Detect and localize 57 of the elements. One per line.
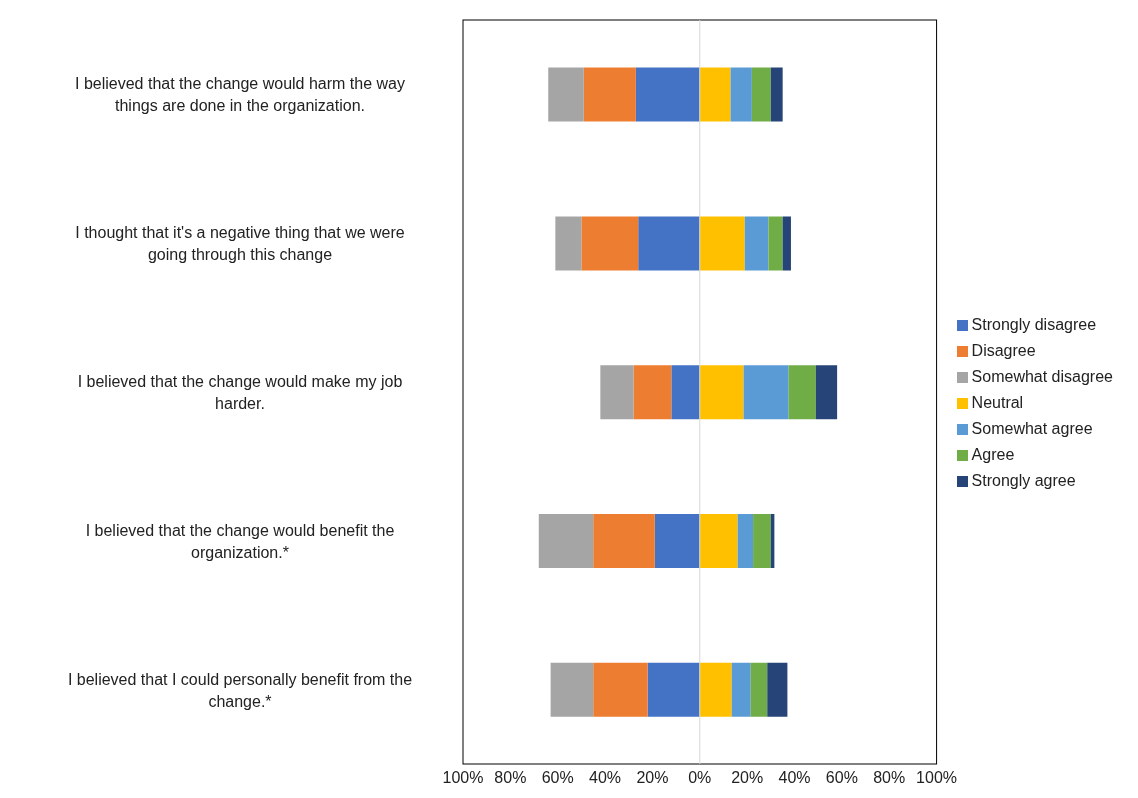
- bar: [737, 514, 754, 569]
- bar: [730, 67, 752, 122]
- x-tick-label: 80%: [873, 769, 906, 787]
- bar: [815, 365, 838, 420]
- bar: [633, 365, 672, 420]
- x-tick-label: 40%: [778, 769, 811, 787]
- bar: [699, 514, 738, 569]
- x-tick-label: 100%: [916, 769, 958, 787]
- bar: [699, 216, 745, 271]
- bar: [538, 514, 594, 569]
- bar: [593, 662, 648, 717]
- legend-label: Disagree: [971, 342, 1036, 359]
- bar: [788, 365, 816, 420]
- bar: [638, 216, 700, 271]
- bar: [548, 67, 584, 122]
- bar: [581, 216, 639, 271]
- bar: [767, 662, 788, 717]
- y-tick-label: I believed that the change would harm the way things are done in the organization.: [75, 74, 405, 114]
- bar: [647, 662, 700, 717]
- bar: [731, 662, 751, 717]
- bar: [654, 514, 700, 569]
- bar: [699, 67, 731, 122]
- y-tick-label: I believed that the change would make my job harder.: [77, 372, 403, 412]
- x-tick-label: 60%: [825, 769, 858, 787]
- x-tick-label: 60%: [541, 769, 574, 787]
- x-tick-label: 20%: [636, 769, 669, 787]
- bar: [699, 365, 744, 420]
- legend-label: Somewhat disagree: [971, 368, 1113, 385]
- bar: [782, 216, 791, 271]
- x-tick-label: 20%: [731, 769, 764, 787]
- bar: [671, 365, 700, 420]
- bar: [593, 514, 655, 569]
- x-tick-label: 0%: [688, 769, 712, 787]
- bar: [635, 67, 700, 122]
- legend-label: Strongly agree: [971, 472, 1076, 489]
- bar: [583, 67, 636, 122]
- x-tick-label: 40%: [589, 769, 622, 787]
- bar: [743, 365, 789, 420]
- y-tick-label: I thought that it's a negative thing that we were going through this change: [75, 223, 405, 263]
- bar: [751, 67, 771, 122]
- y-tick-label: I believed that I could personally benefit from the change.*: [67, 670, 413, 710]
- legend-label: Agree: [971, 446, 1015, 463]
- x-tick-label: 100%: [442, 769, 484, 787]
- bar: [768, 216, 783, 271]
- bar: [753, 514, 771, 569]
- x-tick-label: 80%: [494, 769, 527, 787]
- legend-label: Strongly disagree: [971, 316, 1097, 333]
- bar: [550, 662, 594, 717]
- bar: [600, 365, 634, 420]
- bar: [555, 216, 582, 271]
- legend-label: Neutral: [971, 394, 1024, 411]
- bar: [744, 216, 769, 271]
- bar: [770, 67, 783, 122]
- legend-label: Somewhat agree: [971, 420, 1093, 437]
- bar: [750, 662, 768, 717]
- bar: [699, 662, 732, 717]
- y-tick-label: I believed that the change would benefit the organization.*: [85, 521, 395, 561]
